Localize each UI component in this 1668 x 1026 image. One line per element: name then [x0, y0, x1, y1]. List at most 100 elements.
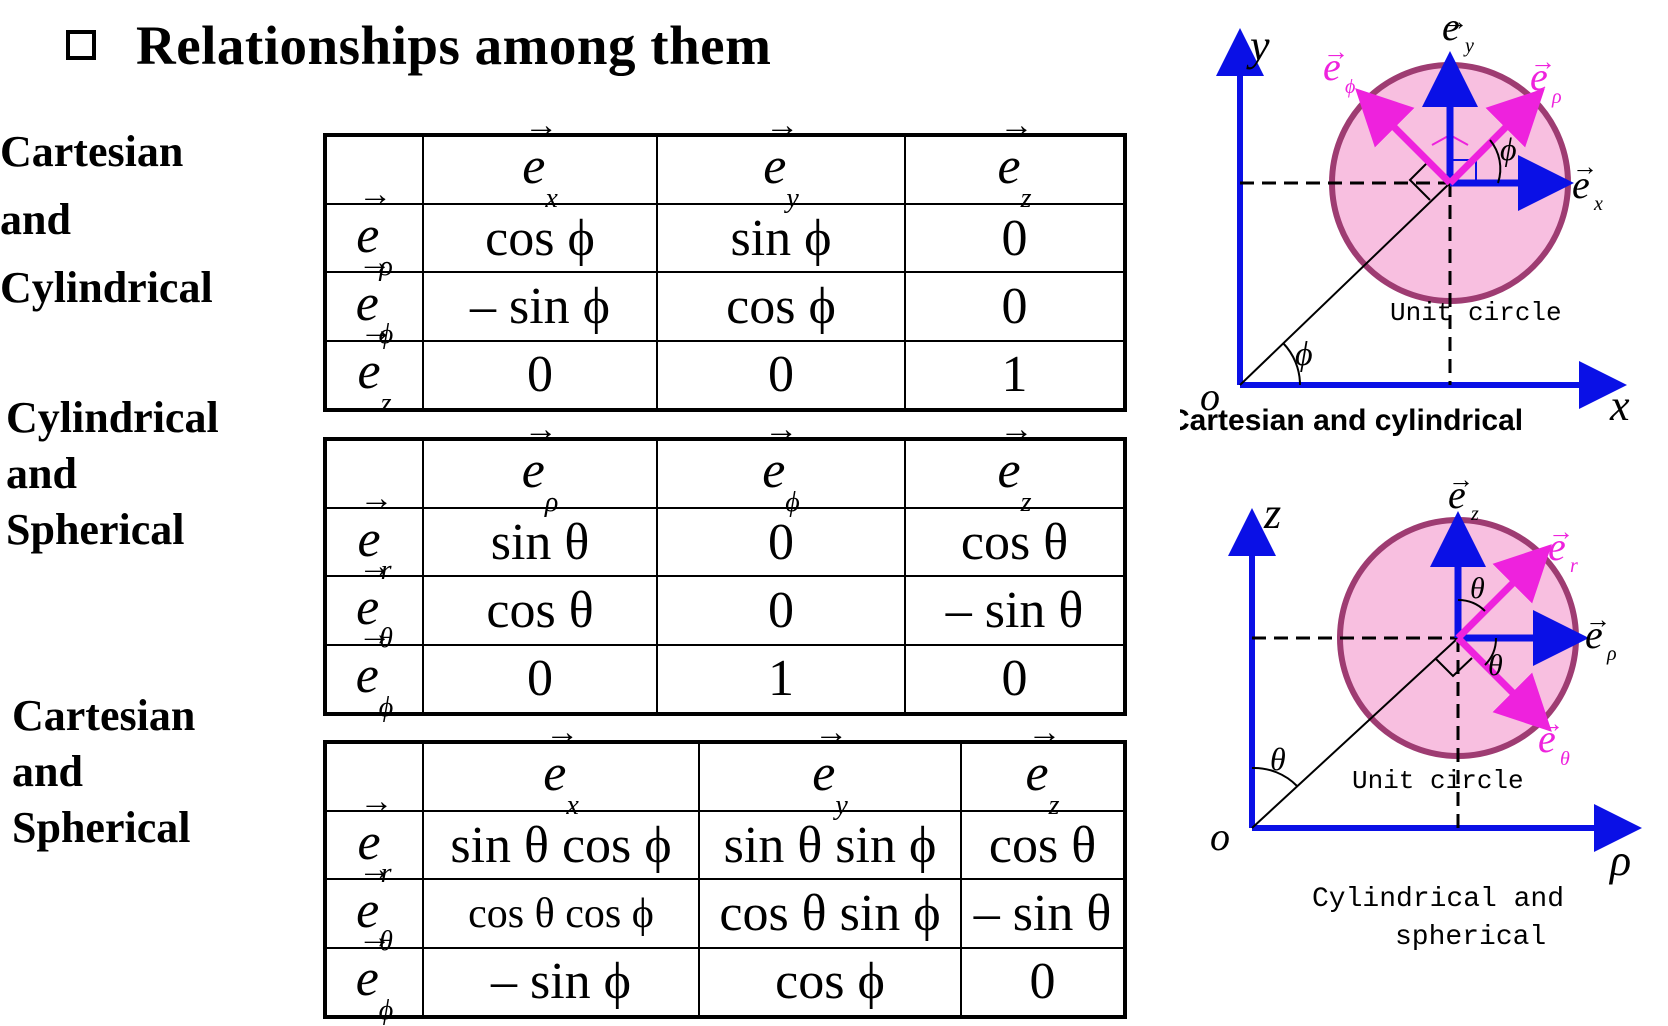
row-header: → eϕ [325, 948, 423, 1017]
svg-text:e: e [1442, 4, 1460, 49]
table-row: → eϕ – sin ϕ cos ϕ 0 [325, 948, 1125, 1017]
table-row: → eϕ 0 1 0 [325, 645, 1125, 714]
table-cartesian-spherical: → ex → ey → ez → er sin θ cos ϕ sin θ sin ϕ … [323, 740, 1127, 1019]
table-row: → eρ cos ϕ sin ϕ 0 [325, 204, 1125, 272]
column-header: → ey [699, 742, 961, 811]
unit-circle-label: Unit circle [1352, 766, 1524, 796]
table-row: → eθ cos θ cos ϕ cos θ sin ϕ – sin θ [325, 879, 1125, 947]
table-header-row: → ex → ey → ez [325, 742, 1125, 811]
svg-text:e: e [1548, 524, 1566, 569]
svg-text:e: e [1323, 44, 1341, 89]
svg-text:e: e [1448, 472, 1466, 517]
table-row: → eθ cos θ 0 – sin θ [325, 576, 1125, 644]
table-cell: – sin θ [905, 576, 1125, 644]
label-e-phi: → e ϕ [1323, 37, 1355, 98]
table-cell: 0 [905, 272, 1125, 340]
table-header-row: → ex → ey → ez [325, 135, 1125, 204]
heading: Relationships among them [66, 10, 771, 80]
table-cell: cos θ [961, 811, 1125, 879]
column-header: → ex [423, 135, 657, 204]
table-cell: 0 [905, 645, 1125, 714]
column-header: → eϕ [657, 439, 905, 508]
column-header: → eρ [423, 439, 657, 508]
column-header: → ey [657, 135, 905, 204]
diagram-cartesian-cylindrical: y x o ϕ ϕ → e y → e x → e ρ → e ϕ Unit c… [1180, 0, 1668, 480]
column-header: → ez [961, 742, 1125, 811]
table-cartesian-cylindrical: → ex → ey → ez → eρ cos ϕ sin ϕ 0 → eϕ – sin … [323, 133, 1127, 412]
table-cell: – sin θ [961, 879, 1125, 947]
label-e-r: → e r [1548, 517, 1578, 577]
svg-text:e: e [1572, 162, 1590, 207]
table-cell: cos ϕ [423, 204, 657, 272]
table-cell: – sin ϕ [423, 272, 657, 340]
z-axis-label: z [1263, 489, 1281, 538]
table-cell: 1 [657, 645, 905, 714]
svg-text:ρ: ρ [1606, 643, 1617, 665]
heading-text: Relationships among them [136, 14, 771, 77]
row-header: → eϕ [325, 645, 423, 714]
table-cell: sin θ [423, 508, 657, 576]
table-cell: 0 [905, 204, 1125, 272]
table-cell: 0 [423, 645, 657, 714]
side-label-1: Cartesian and Cylindrical [0, 118, 213, 322]
table-cell: 0 [657, 576, 905, 644]
label-e-theta: → e θ [1538, 709, 1570, 770]
table-row: → eϕ – sin ϕ cos ϕ 0 [325, 272, 1125, 340]
checkbox-bullet-icon [66, 30, 96, 60]
side-label-3: Cartesian and Spherical [12, 688, 195, 856]
svg-text:ϕ: ϕ [1345, 76, 1355, 98]
svg-text:e: e [1585, 612, 1603, 657]
diagram-cylindrical-spherical: z ρ o θ θ θ → e z → e ρ → e r → e θ Unit… [1180, 470, 1668, 1022]
svg-text:θ: θ [1560, 748, 1570, 770]
svg-text:y: y [1463, 35, 1474, 57]
angle-label-small: θ [1488, 649, 1503, 682]
row-header: → ez [325, 341, 423, 410]
svg-text:e: e [1530, 54, 1548, 99]
x-axis-label: x [1609, 381, 1630, 430]
table-header-row: → eρ → eϕ → ez [325, 439, 1125, 508]
table-cell: 0 [961, 948, 1125, 1017]
angle-label-small: θ [1470, 572, 1485, 605]
table-cell: sin θ cos ϕ [423, 811, 699, 879]
table-cell: cos θ cos ϕ [423, 879, 699, 947]
diagram-caption-line2: spherical [1395, 922, 1546, 953]
table-cell: 0 [657, 508, 905, 576]
unit-circle-label: Unit circle [1390, 298, 1562, 328]
column-header: → ez [905, 439, 1125, 508]
table-cell: cos ϕ [657, 272, 905, 340]
table-row: → er sin θ cos ϕ sin θ sin ϕ cos θ [325, 811, 1125, 879]
label-e-z: → e z [1448, 470, 1479, 525]
label-e-rho: → e ρ [1530, 47, 1562, 108]
angle-label: ϕ [1295, 336, 1313, 373]
label-e-x: → e x [1572, 152, 1603, 215]
angle-label: θ [1270, 741, 1286, 777]
table-cell: – sin ϕ [423, 948, 699, 1017]
svg-text:e: e [1538, 716, 1556, 761]
svg-text:r: r [1570, 555, 1578, 577]
table-cell: cos θ sin ϕ [699, 879, 961, 947]
side-label-2: Cylindrical and Spherical [6, 390, 219, 558]
label-e-y: → e y [1442, 4, 1474, 57]
column-header: → ex [423, 742, 699, 811]
angle-label-small: ϕ [1500, 131, 1517, 167]
table-cell: 0 [657, 341, 905, 410]
table-row: → ez 0 0 1 [325, 341, 1125, 410]
diagram-caption-line1: Cylindrical and [1312, 884, 1564, 915]
column-header: → ez [905, 135, 1125, 204]
table-cylindrical-spherical: → eρ → eϕ → ez → er sin θ 0 cos θ → eθ cos θ … [323, 437, 1127, 716]
table-cell: 1 [905, 341, 1125, 410]
rho-axis-label: ρ [1608, 836, 1631, 885]
table-cell: cos θ [423, 576, 657, 644]
table-row: → er sin θ 0 cos θ [325, 508, 1125, 576]
table-cell: sin ϕ [657, 204, 905, 272]
table-cell: sin θ sin ϕ [699, 811, 961, 879]
y-axis-label: y [1246, 21, 1270, 70]
table-cell: cos θ [905, 508, 1125, 576]
table-cell: cos ϕ [699, 948, 961, 1017]
diagram-caption: Cartesian and cylindrical [1180, 404, 1523, 437]
svg-text:z: z [1470, 503, 1479, 525]
origin-label: o [1210, 814, 1230, 859]
label-e-rho: → e ρ [1585, 605, 1617, 665]
svg-text:x: x [1593, 193, 1603, 215]
table-cell: 0 [423, 341, 657, 410]
